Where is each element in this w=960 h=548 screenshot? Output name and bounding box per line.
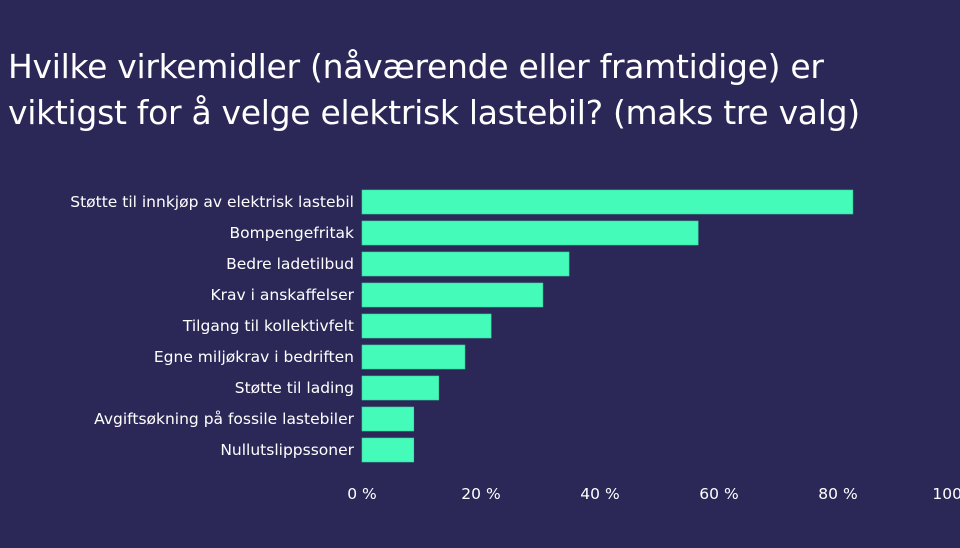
bar [361,282,544,308]
category-label: Egne miljøkrav i bedriften [154,348,354,366]
bar [361,344,466,370]
x-tick-label: 100 % [932,485,960,503]
bar [361,313,492,339]
x-tick-label: 40 % [580,485,619,503]
chart-title: Hvilke virkemidler (nåværende eller fram… [8,44,960,136]
category-label: Bompengefritak [230,224,355,242]
category-label: Støtte til innkjøp av elektrisk lastebil [70,193,354,211]
x-tick-label: 20 % [461,485,500,503]
x-tick-label: 0 % [347,485,377,503]
bar [361,251,570,277]
bar [361,220,699,246]
category-label: Støtte til lading [235,379,354,397]
bar [361,437,415,463]
category-label: Krav i anskaffelser [211,286,355,304]
category-label: Nullutslippssoner [220,441,354,459]
category-label: Bedre ladetilbud [226,255,354,273]
bar [361,375,440,401]
x-tick-label: 60 % [699,485,738,503]
bar [361,406,415,432]
chart-title-text: Hvilke virkemidler (nåværende eller fram… [8,47,860,132]
x-tick-label: 80 % [818,485,857,503]
category-label: Tilgang til kollektivfelt [182,317,354,335]
category-label: Avgiftsøkning på fossile lastebiler [94,410,354,428]
bar [361,189,854,215]
